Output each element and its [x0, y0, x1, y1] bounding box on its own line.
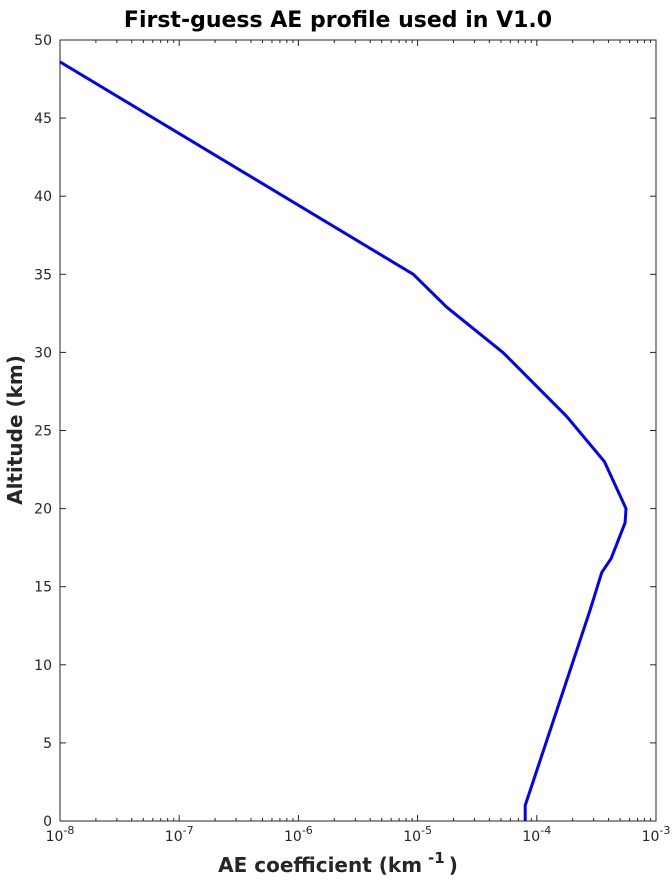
x-axis-label-end: ) — [449, 853, 458, 877]
chart-title: First-guess AE profile used in V1.0 — [124, 8, 552, 33]
x-axis-label-sup: -1 — [428, 849, 445, 867]
y-tick-label: 5 — [43, 736, 52, 752]
x-tick-label: 10-6 — [284, 824, 313, 845]
y-tick-label: 30 — [34, 345, 52, 361]
plot-lines — [59, 60, 628, 821]
y-tick-label: 0 — [43, 814, 52, 830]
y-tick-label: 25 — [34, 424, 52, 440]
x-tick-label: 10-3 — [642, 824, 671, 845]
y-tick-label: 40 — [34, 189, 52, 205]
y-tick-label: 20 — [34, 502, 52, 518]
y-tick-label: 15 — [34, 580, 52, 596]
x-tick-label: 10-4 — [522, 824, 551, 845]
x-axis-label-main: AE coefficient (km — [218, 853, 422, 877]
x-tick-label: 10-8 — [46, 824, 75, 845]
axes-box — [59, 39, 657, 822]
x-tick-label: 10-5 — [403, 824, 432, 845]
y-tick-label: 50 — [34, 33, 52, 49]
x-axis-label: AE coefficient (km -1) — [218, 849, 458, 877]
y-axis-label: Altitude (km) — [3, 355, 27, 505]
series-line — [59, 60, 628, 821]
y-tick-label: 45 — [34, 111, 52, 127]
y-tick-label: 10 — [34, 658, 52, 674]
x-tick-label: 10-7 — [165, 824, 194, 845]
y-tick-label: 35 — [34, 267, 52, 283]
axes: 0 5 10 15 20 25 30 35 40 45 50 10-8 10-7 10-6 10-5 10-4… — [34, 33, 670, 845]
